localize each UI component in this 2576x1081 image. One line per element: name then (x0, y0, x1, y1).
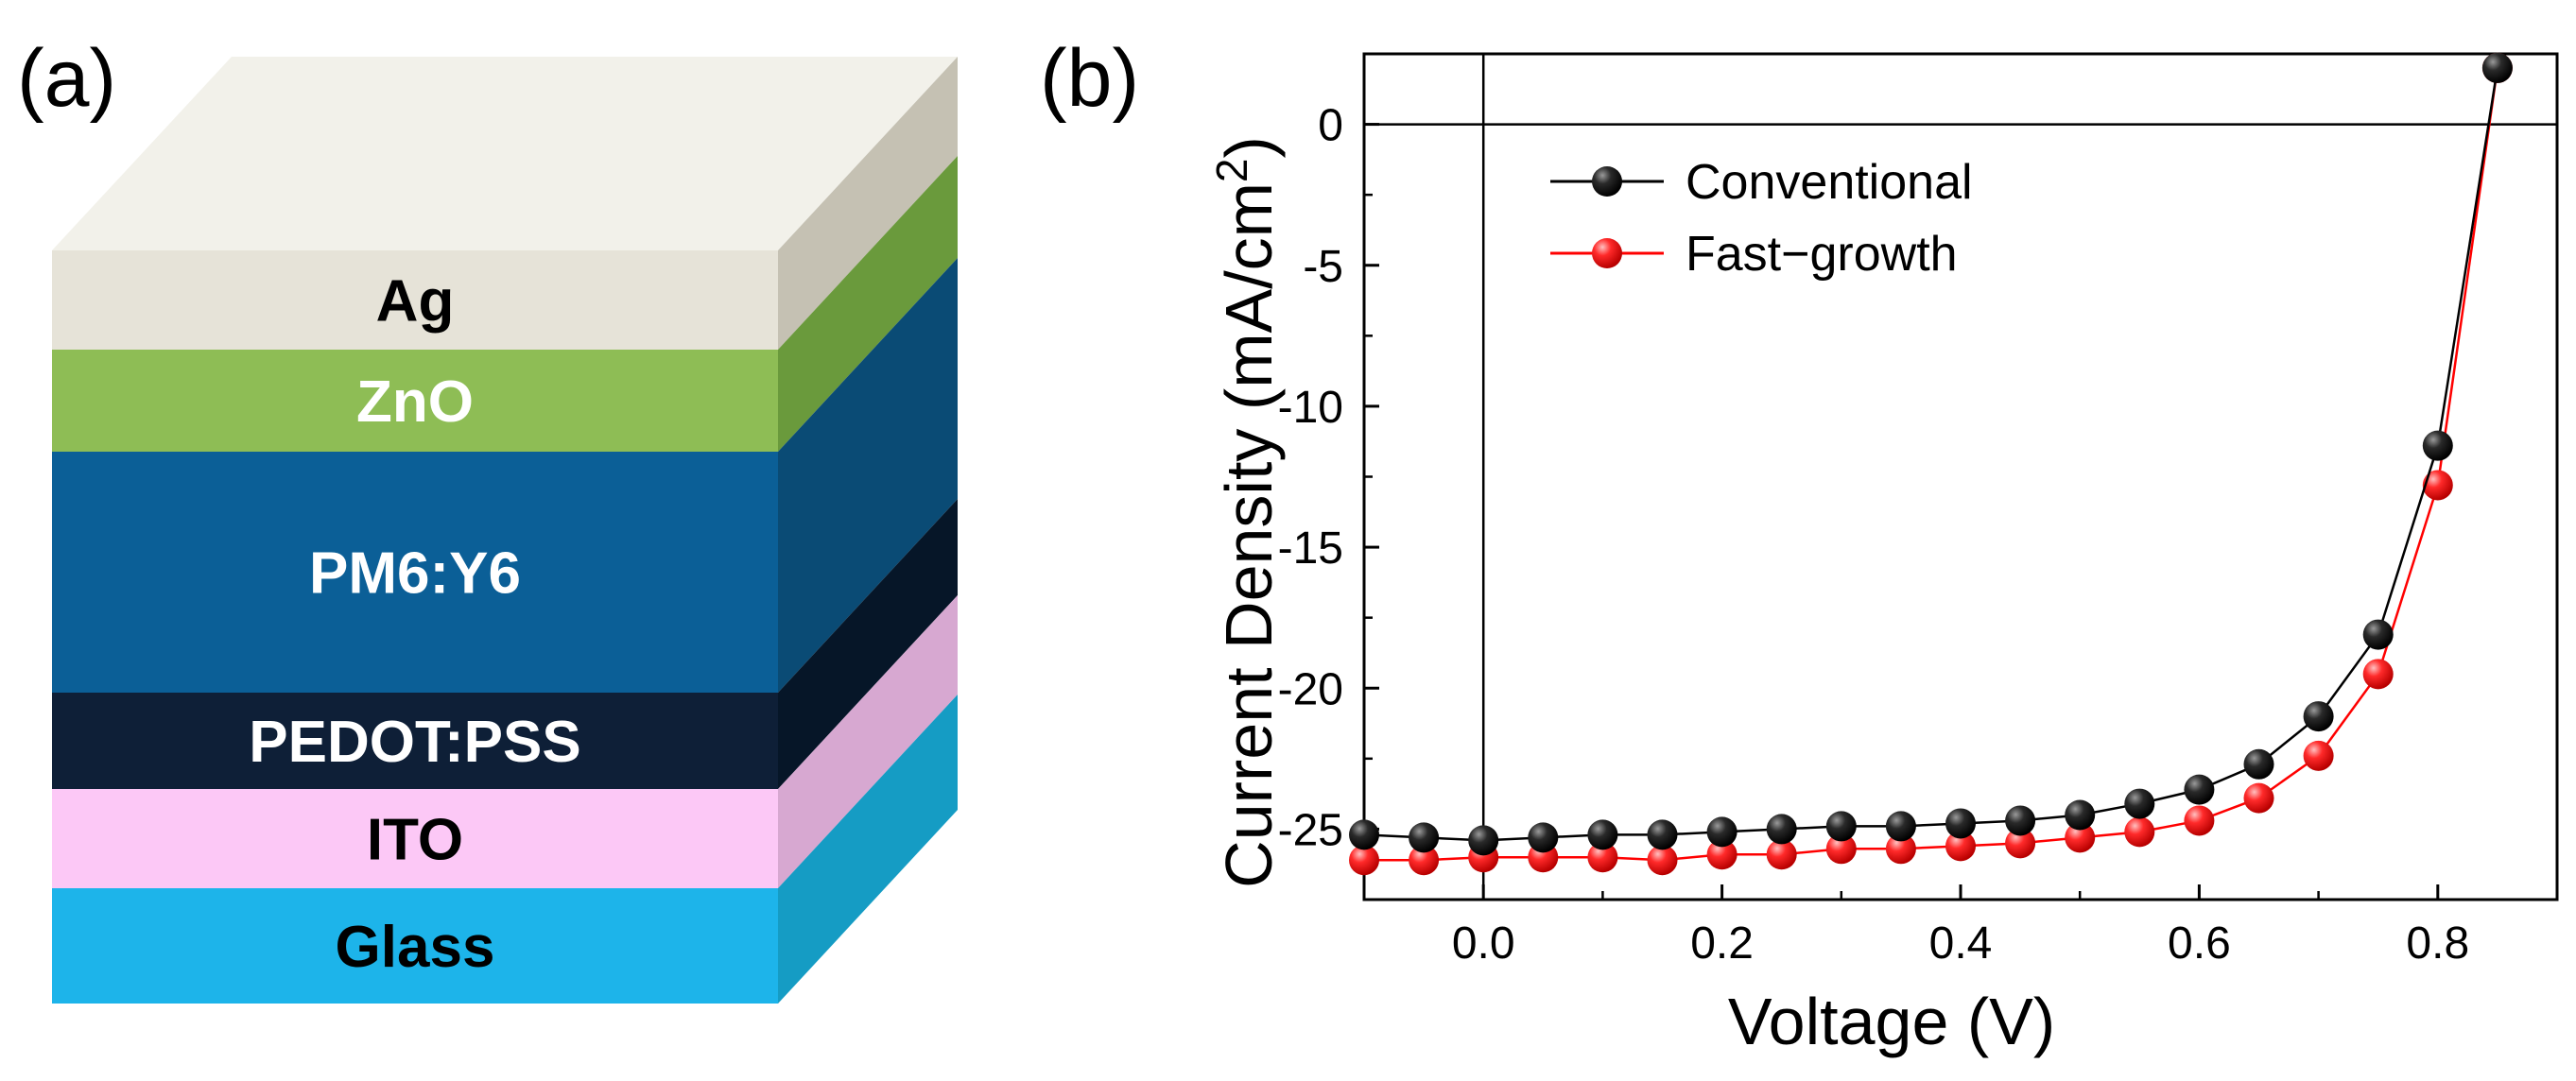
stack-top-face (52, 57, 958, 250)
data-point-conventional (2065, 799, 2096, 831)
x-axis-ticks: 0.0 0.2 0.4 0.6 0.8 (1362, 884, 2559, 969)
data-point-fast-growth (1766, 839, 1797, 870)
device-stack-panel: (a) Ag ZnO PM6:Y6 PEDOT:PSS ITO Glass (17, 33, 958, 1004)
legend-label-conventional: Conventional (1686, 155, 1973, 210)
y-tick-label: 0 (1318, 101, 1343, 151)
layer-front-ito (52, 789, 778, 888)
layer-label-glass: Glass (336, 915, 495, 980)
data-point-fast-growth (2065, 822, 2096, 853)
data-point-conventional (2303, 701, 2334, 732)
legend-entry-fast-growth: Fast−growth (1550, 227, 1958, 282)
data-point-fast-growth (2184, 805, 2215, 836)
layer-side-glass (778, 695, 958, 1004)
data-point-fast-growth (1647, 845, 1678, 876)
data-point-conventional (2362, 619, 2394, 650)
data-point-conventional (1647, 819, 1678, 850)
data-point-conventional (2481, 52, 2513, 83)
layer-label-pedot-pss: PEDOT:PSS (249, 710, 580, 775)
layer-front-zno (52, 350, 778, 452)
panel-b-label: (b) (1040, 33, 1139, 124)
legend-marker-conventional (1592, 166, 1622, 197)
legend-label-fast-growth: Fast−growth (1686, 227, 1958, 282)
y-axis-title-close: ) (1212, 136, 1286, 158)
x-tick-label: 0.6 (2168, 918, 2231, 969)
y-tick-label: -5 (1303, 242, 1343, 292)
layer-label-ag: Ag (376, 269, 455, 335)
y-axis-title: Current Density (mA/cm2) (1207, 136, 1286, 888)
data-point-fast-growth (2005, 828, 2036, 859)
data-point-conventional (1587, 819, 1618, 850)
data-point-conventional (1706, 816, 1738, 848)
data-point-conventional (1825, 811, 1857, 842)
y-tick-label: -25 (1278, 805, 1343, 855)
x-axis-title: Voltage (V) (1728, 985, 2055, 1058)
x-tick-label: 0.0 (1452, 918, 1515, 969)
layer-front-ag (52, 250, 778, 350)
data-point-fast-growth (2124, 816, 2155, 848)
data-point-fast-growth (1706, 839, 1738, 870)
layer-side-ag (778, 57, 958, 350)
data-point-fast-growth (1885, 833, 1916, 865)
layer-front-pedot-pss (52, 693, 778, 789)
y-axis-title-main: Current Density (mA/cm (1212, 182, 1286, 888)
data-point-conventional (2184, 774, 2215, 805)
layer-label-zno: ZnO (356, 369, 474, 435)
layer-side-pedot-pss (778, 499, 958, 789)
y-axis-title-superscript: 2 (1207, 158, 1256, 182)
y-tick-label: -20 (1278, 664, 1343, 714)
data-point-fast-growth (1945, 831, 1976, 862)
data-point-conventional (2124, 788, 2155, 819)
data-point-conventional (1409, 822, 1440, 853)
data-point-conventional (1468, 825, 1499, 856)
layer-front-glass (52, 888, 778, 1004)
data-point-conventional (2243, 748, 2274, 780)
data-point-conventional (2422, 430, 2453, 461)
layer-side-zno (778, 156, 958, 452)
data-point-conventional (1766, 814, 1797, 845)
data-point-fast-growth (2303, 740, 2334, 771)
layer-side-ito (778, 595, 958, 888)
data-point-conventional (1349, 819, 1379, 850)
layer-label-ito: ITO (367, 808, 463, 873)
data-point-fast-growth (1825, 833, 1857, 865)
x-tick-label: 0.2 (1690, 918, 1754, 969)
plot-series (1349, 52, 2513, 876)
layer-side-pm6-y6 (778, 258, 958, 693)
data-point-conventional (2005, 805, 2036, 836)
data-point-fast-growth (1409, 845, 1440, 876)
data-point-fast-growth (1587, 842, 1618, 873)
legend-entry-conventional: Conventional (1550, 155, 1973, 210)
y-tick-label: -15 (1278, 523, 1343, 574)
layer-front-pm6-y6 (52, 452, 778, 693)
jv-chart-panel: (b) 0.0 0.2 0.4 0.6 0.8 0 -5 -10 -15 -20 -25 Volt… (1040, 33, 2559, 1058)
data-point-fast-growth (1349, 845, 1379, 876)
legend-marker-fast-growth (1592, 238, 1622, 268)
chart-legend: Conventional Fast−growth (1550, 155, 1973, 282)
data-point-conventional (1885, 811, 1916, 842)
data-point-fast-growth (2422, 470, 2453, 501)
layer-label-pm6-y6: PM6:Y6 (309, 541, 521, 607)
device-layer-stack: Ag ZnO PM6:Y6 PEDOT:PSS ITO Glass (52, 57, 958, 1004)
x-tick-label: 0.8 (2406, 918, 2469, 969)
data-point-fast-growth (2243, 782, 2274, 814)
x-tick-label: 0.4 (1929, 918, 1993, 969)
panel-a-label: (a) (17, 33, 116, 124)
data-point-conventional (1945, 808, 1976, 839)
data-point-conventional (1528, 822, 1559, 853)
data-point-fast-growth (2362, 659, 2394, 690)
y-tick-label: -10 (1278, 383, 1343, 433)
